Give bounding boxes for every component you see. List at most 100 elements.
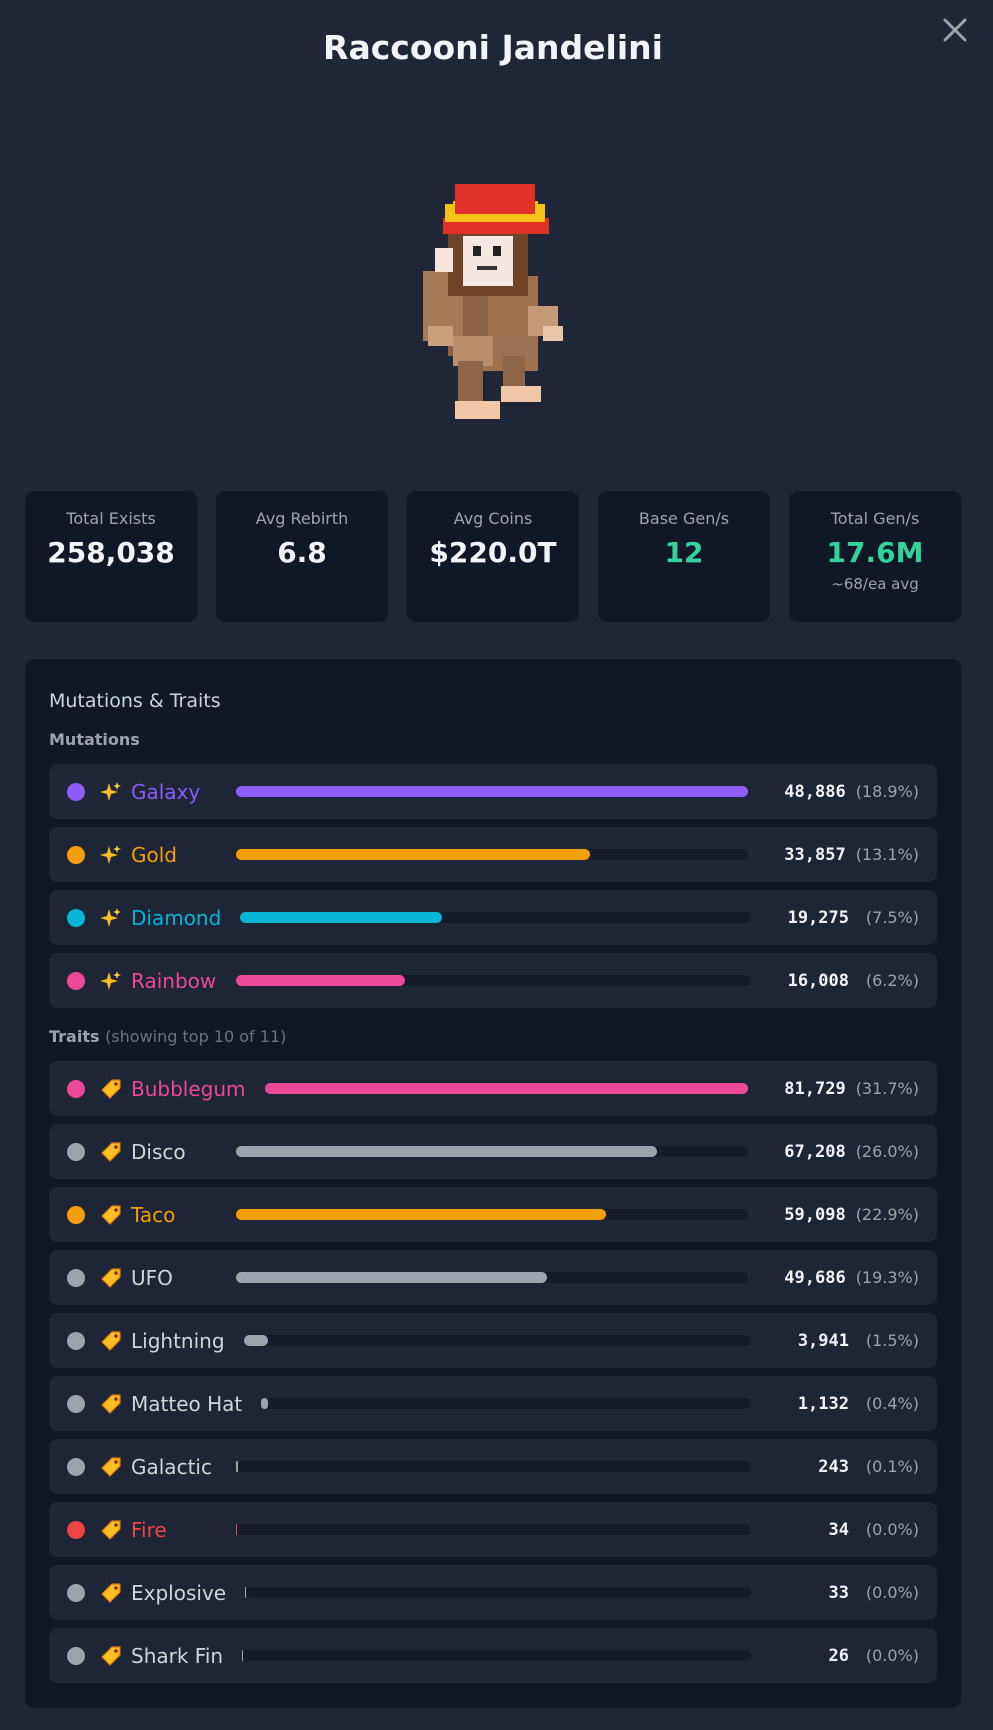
- bar-track: [261, 1398, 751, 1409]
- dot: [67, 1457, 85, 1476]
- row: Matteo Hat 1,132 (0.4%): [49, 1376, 937, 1431]
- bar-track: [245, 1587, 751, 1598]
- dot: [67, 782, 85, 801]
- section-label: Mutations: [49, 725, 937, 755]
- count: 16,008: [787, 970, 849, 991]
- percent: (0.1%): [865, 1457, 919, 1476]
- count: 81,729: [784, 1078, 846, 1099]
- stat-label: Total Exists: [66, 509, 156, 528]
- percent: (7.5%): [865, 908, 919, 927]
- bar: [236, 975, 405, 986]
- percent: (19.3%): [855, 1268, 919, 1287]
- percent: (13.1%): [855, 845, 919, 864]
- stat-card: Avg Rebirth 6.8: [216, 491, 388, 622]
- stat-card: Total Gen/s 17.6M ~68/ea avg: [789, 491, 961, 622]
- mutation-list: Galaxy 48,886 (18.9%) Gold 33,857 (13.1%) Diam…: [49, 764, 937, 1008]
- bar-track: [236, 1461, 751, 1472]
- percent: (18.9%): [855, 782, 919, 801]
- percent: (0.4%): [865, 1394, 919, 1413]
- bar: [264, 1083, 748, 1094]
- bar: [236, 849, 591, 860]
- count: 59,098: [784, 1204, 846, 1225]
- tag-icon: [101, 1393, 121, 1414]
- row: Galactic 243 (0.1%): [49, 1439, 937, 1494]
- row: Fire 34 (0.0%): [49, 1502, 937, 1557]
- bar: [236, 1146, 657, 1157]
- count: 34: [828, 1519, 849, 1540]
- title: Raccooni Jandelini: [323, 28, 663, 67]
- tag-icon: [101, 1141, 121, 1162]
- row: Taco 59,098 (22.9%): [49, 1187, 937, 1242]
- row: Shark Fin 26 (0.0%): [49, 1628, 937, 1683]
- bar: [236, 786, 748, 797]
- item-name: UFO: [131, 1265, 173, 1290]
- stat-value: 6.8: [277, 536, 327, 569]
- item-name: Gold: [131, 842, 177, 867]
- count: 243: [818, 1456, 849, 1477]
- row: Disco 67,208 (26.0%): [49, 1124, 937, 1179]
- item-name: Disco: [131, 1139, 186, 1164]
- count: 49,686: [784, 1267, 846, 1288]
- item-name: Taco: [131, 1202, 176, 1227]
- stat-label: Avg Coins: [453, 509, 533, 528]
- dot: [67, 845, 85, 864]
- bar-track: [236, 1272, 748, 1283]
- item-name: Diamond: [131, 905, 222, 930]
- tag-icon: [101, 1582, 121, 1603]
- item-name: Shark Fin: [131, 1643, 224, 1668]
- row: Gold 33,857 (13.1%): [49, 827, 937, 882]
- bar-track: [242, 1650, 751, 1661]
- percent: (26.0%): [855, 1142, 919, 1161]
- section-title: Traits: [49, 1027, 100, 1046]
- percent: (22.9%): [855, 1205, 919, 1224]
- count: 3,941: [797, 1330, 849, 1351]
- bar-track: [240, 912, 751, 923]
- row: Galaxy 48,886 (18.9%): [49, 764, 937, 819]
- item-name: Galaxy: [131, 779, 201, 804]
- tag-icon: [101, 1204, 121, 1225]
- item-name: Bubblegum: [131, 1076, 246, 1101]
- tag-icon: [101, 1330, 121, 1351]
- count: 33: [828, 1582, 849, 1603]
- bar-track: [236, 786, 748, 797]
- item-name: Explosive: [131, 1580, 227, 1605]
- dot: [67, 908, 85, 927]
- dot: [67, 1142, 85, 1161]
- stat-value: 12: [664, 536, 704, 569]
- item-name: Lightning: [131, 1328, 225, 1353]
- dot: [67, 971, 85, 990]
- bar: [236, 1209, 606, 1220]
- close-button[interactable]: [942, 17, 968, 43]
- row: Bubblegum 81,729 (31.7%): [49, 1061, 937, 1116]
- item-name: Fire: [131, 1517, 167, 1542]
- percent: (31.7%): [855, 1079, 919, 1098]
- item-name: Galactic: [131, 1454, 212, 1479]
- bar: [261, 1398, 269, 1409]
- row: Explosive 33 (0.0%): [49, 1565, 937, 1620]
- section-label: Traits (showing top 10 of 11): [49, 1022, 937, 1052]
- bar: [236, 1461, 238, 1472]
- item-name: Matteo Hat: [131, 1391, 243, 1416]
- bar: [240, 912, 442, 923]
- dot: [67, 1268, 85, 1287]
- pet-image: [423, 184, 563, 419]
- bar-track: [264, 1083, 748, 1094]
- sparkle-icon: [100, 907, 121, 927]
- tag-icon: [101, 1267, 121, 1288]
- count: 19,275: [787, 907, 849, 928]
- dot: [67, 1394, 85, 1413]
- dot: [67, 1331, 85, 1350]
- sparkle-icon: [100, 970, 121, 990]
- count: 1,132: [797, 1393, 849, 1414]
- stat-label: Avg Rebirth: [255, 509, 349, 528]
- bar: [243, 1335, 268, 1346]
- stat-label: Base Gen/s: [638, 509, 730, 528]
- trait-list: Bubblegum 81,729 (31.7%) Disco 67,208 (26.0%)…: [49, 1061, 937, 1683]
- panel: Mutations & Traits Mutations Galaxy 48,88…: [25, 659, 961, 1708]
- count: 33,857: [784, 844, 846, 865]
- stat-value: $220.0T: [429, 536, 557, 569]
- section-note: (showing top 10 of 11): [105, 1027, 287, 1046]
- stat-value: 258,038: [47, 536, 175, 569]
